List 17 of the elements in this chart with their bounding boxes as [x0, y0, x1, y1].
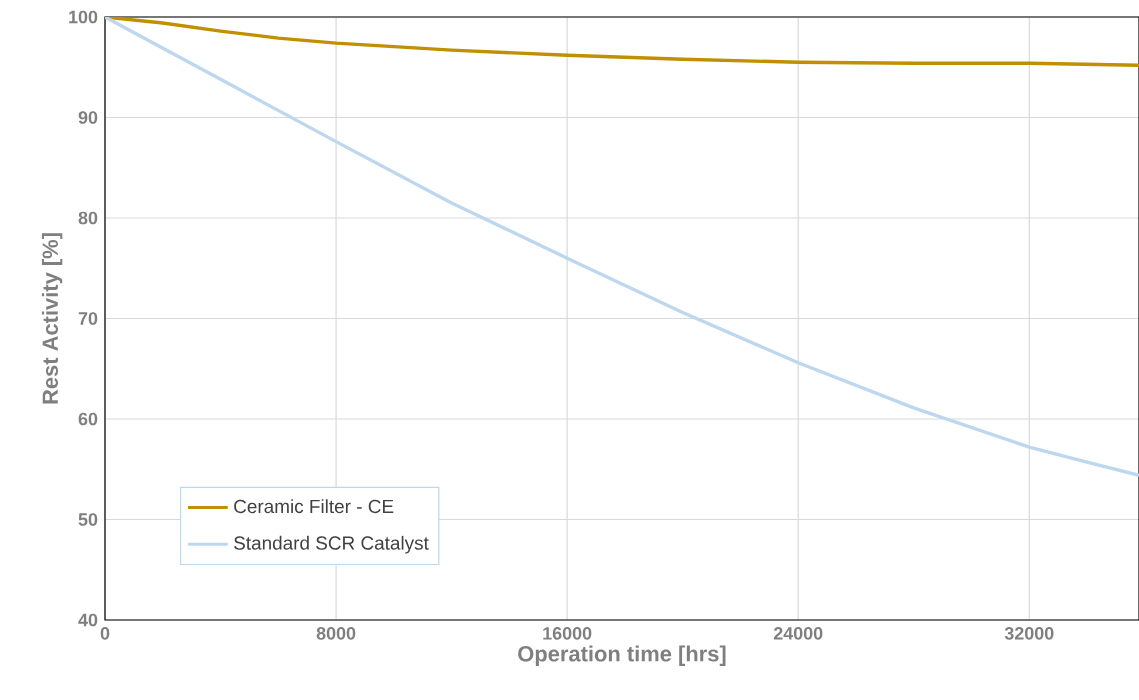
legend-label: Standard SCR Catalyst: [234, 535, 429, 554]
line-series: [105, 17, 1139, 477]
x-tick-label: 24000: [773, 627, 823, 640]
y-tick-label: 90: [78, 111, 98, 124]
x-tick-label: 32000: [1004, 627, 1054, 640]
y-axis-title: Rest Activity [%]: [41, 233, 63, 404]
x-tick-label: 16000: [543, 627, 592, 640]
y-tick-label: 70: [78, 312, 98, 325]
y-tick-label: 100: [69, 10, 98, 24]
y-tick-label: 80: [78, 211, 98, 225]
y-tick-label: 60: [78, 412, 98, 426]
x-tick-label: 8000: [316, 627, 356, 640]
x-axis-title: Operation time [hrs]: [518, 645, 726, 666]
x-tick-label: 0: [100, 627, 110, 640]
y-tick-label: 50: [78, 513, 98, 526]
y-tick-label: 40: [78, 613, 98, 627]
legend-label: Ceramic Filter - CE: [234, 499, 394, 514]
